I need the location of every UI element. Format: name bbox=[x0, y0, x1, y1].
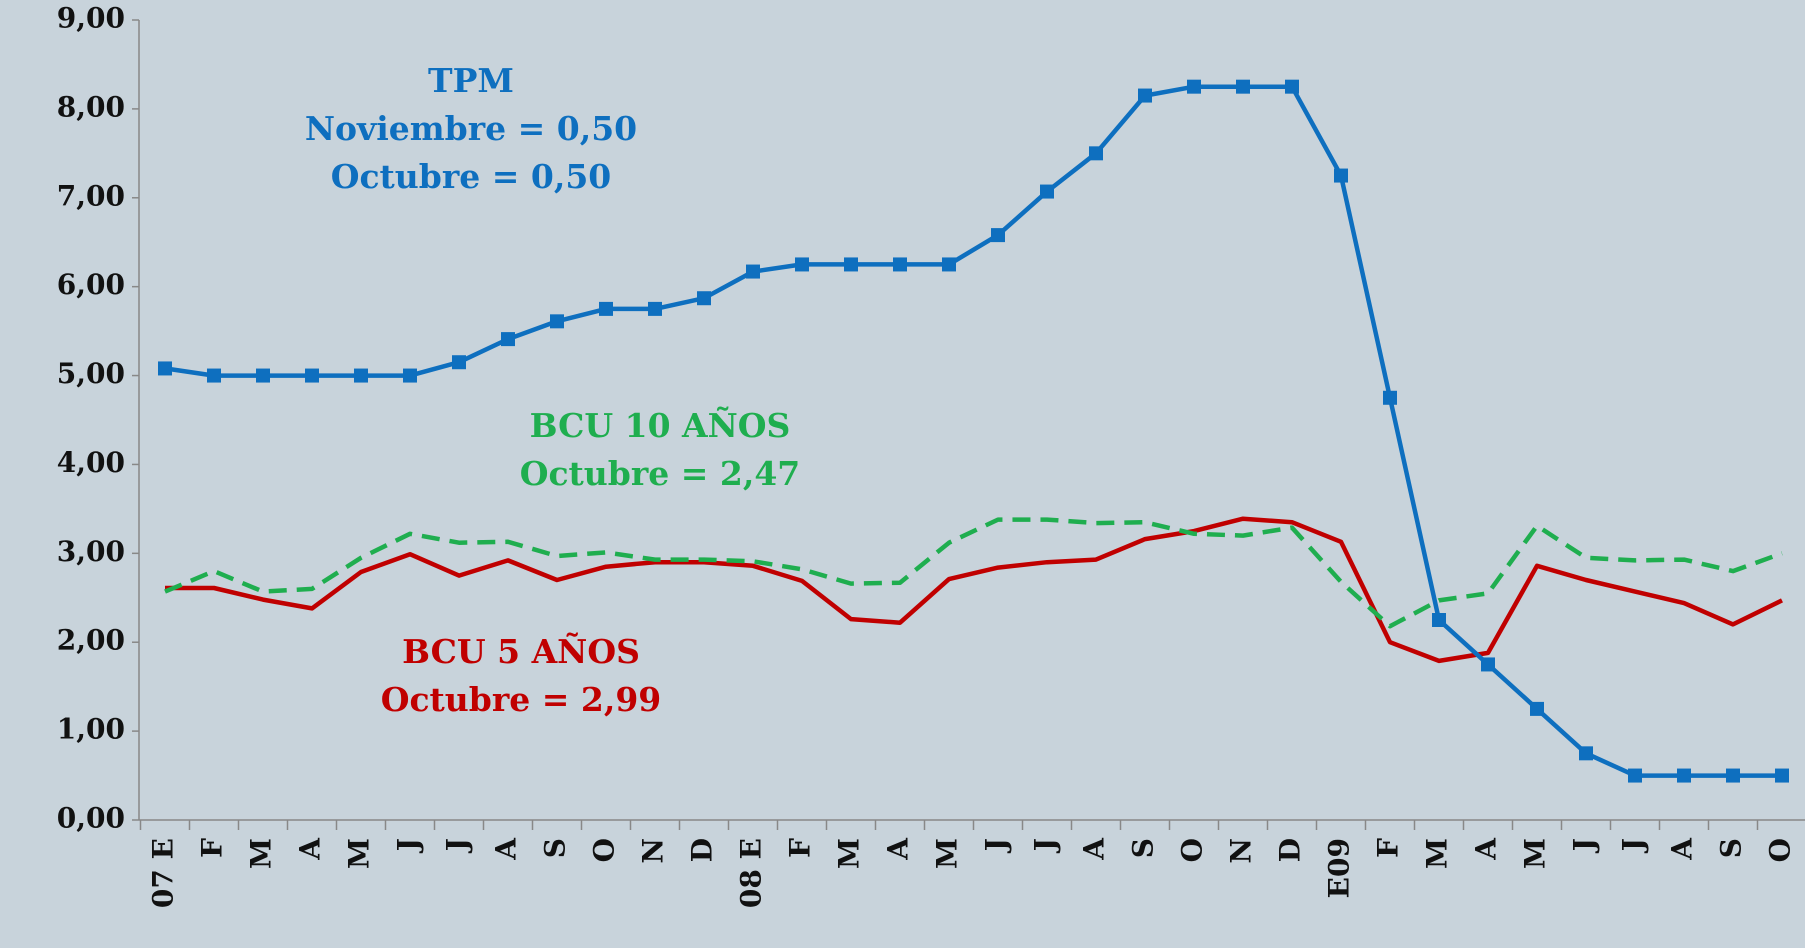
annotation: BCU 10 AÑOS bbox=[530, 406, 791, 445]
y-tick-label: 5,00 bbox=[57, 357, 125, 390]
data-point bbox=[1040, 184, 1054, 199]
data-point bbox=[1383, 390, 1397, 405]
data-point bbox=[844, 257, 858, 272]
data-point bbox=[501, 332, 515, 347]
y-tick-label: 4,00 bbox=[57, 446, 125, 479]
x-tick-label: J bbox=[1568, 838, 1601, 854]
data-point bbox=[207, 368, 221, 383]
data-point bbox=[305, 368, 319, 383]
data-point bbox=[1677, 768, 1691, 783]
x-tick-label: S bbox=[1127, 838, 1160, 858]
annotation: TPM bbox=[428, 61, 514, 100]
data-point bbox=[599, 301, 613, 316]
data-point bbox=[746, 264, 760, 279]
y-tick-label: 9,00 bbox=[57, 2, 125, 35]
data-point bbox=[1530, 701, 1544, 716]
y-tick-label: 0,00 bbox=[57, 802, 125, 835]
x-tick-label: E09 bbox=[1323, 838, 1356, 898]
x-tick-label: M bbox=[1421, 838, 1454, 869]
data-point bbox=[1089, 146, 1103, 161]
x-tick-label: S bbox=[539, 838, 572, 858]
x-tick-label: F bbox=[196, 838, 229, 858]
x-tick-label: J bbox=[392, 838, 425, 854]
x-tick-label: D bbox=[686, 838, 719, 862]
data-point bbox=[1481, 657, 1495, 672]
annotation: Octubre = 2,47 bbox=[520, 454, 801, 493]
x-tick-label: A bbox=[490, 837, 523, 861]
data-point bbox=[1775, 768, 1789, 783]
x-tick-label: O bbox=[1176, 838, 1209, 862]
y-tick-label: 3,00 bbox=[57, 535, 125, 568]
x-tick-label: M bbox=[1519, 838, 1552, 869]
x-tick-label: S bbox=[1715, 838, 1748, 858]
data-point bbox=[1236, 79, 1250, 94]
x-tick-label: M bbox=[245, 838, 278, 869]
x-tick-label: O bbox=[588, 838, 621, 862]
annotation: Octubre = 2,99 bbox=[381, 680, 662, 719]
series-line bbox=[164, 84, 1782, 778]
data-point bbox=[991, 228, 1005, 243]
x-tick-label: J bbox=[1029, 838, 1062, 854]
data-point bbox=[354, 368, 368, 383]
x-tick-label: J bbox=[1617, 838, 1650, 854]
x-tick-label: J bbox=[441, 838, 474, 854]
x-tick-label: A bbox=[294, 837, 327, 861]
x-tick-label: A bbox=[1666, 837, 1699, 861]
data-point bbox=[1187, 79, 1201, 94]
data-point bbox=[697, 291, 711, 306]
x-tick-label: N bbox=[1225, 838, 1258, 864]
data-point bbox=[403, 368, 417, 383]
data-point bbox=[1334, 168, 1348, 183]
x-tick-label: M bbox=[833, 838, 866, 869]
y-tick-label: 6,00 bbox=[57, 268, 125, 301]
annotation: Noviembre = 0,50 bbox=[305, 109, 637, 148]
series-line bbox=[165, 516, 1783, 664]
annotation: BCU 5 AÑOS bbox=[402, 632, 640, 671]
x-tick-label: A bbox=[1078, 837, 1111, 861]
data-point bbox=[893, 257, 907, 272]
data-point bbox=[1138, 88, 1152, 103]
x-tick-label: F bbox=[1372, 838, 1405, 858]
series-line bbox=[164, 517, 1783, 629]
data-point bbox=[452, 355, 466, 370]
x-tick-label: 07 E bbox=[147, 838, 180, 908]
x-tick-label: 08 E bbox=[735, 838, 768, 908]
y-tick-label: 7,00 bbox=[57, 179, 125, 212]
data-point bbox=[158, 361, 172, 376]
annotation: Octubre = 0,50 bbox=[331, 157, 612, 196]
x-tick-label: A bbox=[1470, 837, 1503, 861]
x-tick-label: D bbox=[1274, 838, 1307, 862]
x-tick-label: J bbox=[980, 838, 1013, 854]
x-tick-label: F bbox=[784, 838, 817, 858]
data-point bbox=[648, 301, 662, 316]
data-point bbox=[942, 257, 956, 272]
x-tick-label: A bbox=[882, 837, 915, 861]
data-point bbox=[1579, 746, 1593, 761]
x-tick-label: M bbox=[343, 838, 376, 869]
y-tick-label: 8,00 bbox=[57, 90, 125, 123]
data-point bbox=[1285, 79, 1299, 94]
data-point bbox=[256, 368, 270, 383]
y-tick-label: 2,00 bbox=[57, 624, 125, 657]
data-point bbox=[550, 314, 564, 329]
data-point bbox=[1628, 768, 1642, 783]
data-point bbox=[1432, 613, 1446, 627]
x-tick-label: N bbox=[637, 838, 670, 864]
data-point bbox=[795, 257, 809, 272]
y-tick-label: 1,00 bbox=[57, 713, 125, 746]
x-tick-label: O bbox=[1764, 838, 1797, 862]
x-tick-label: M bbox=[931, 838, 964, 869]
data-point bbox=[1726, 768, 1740, 783]
